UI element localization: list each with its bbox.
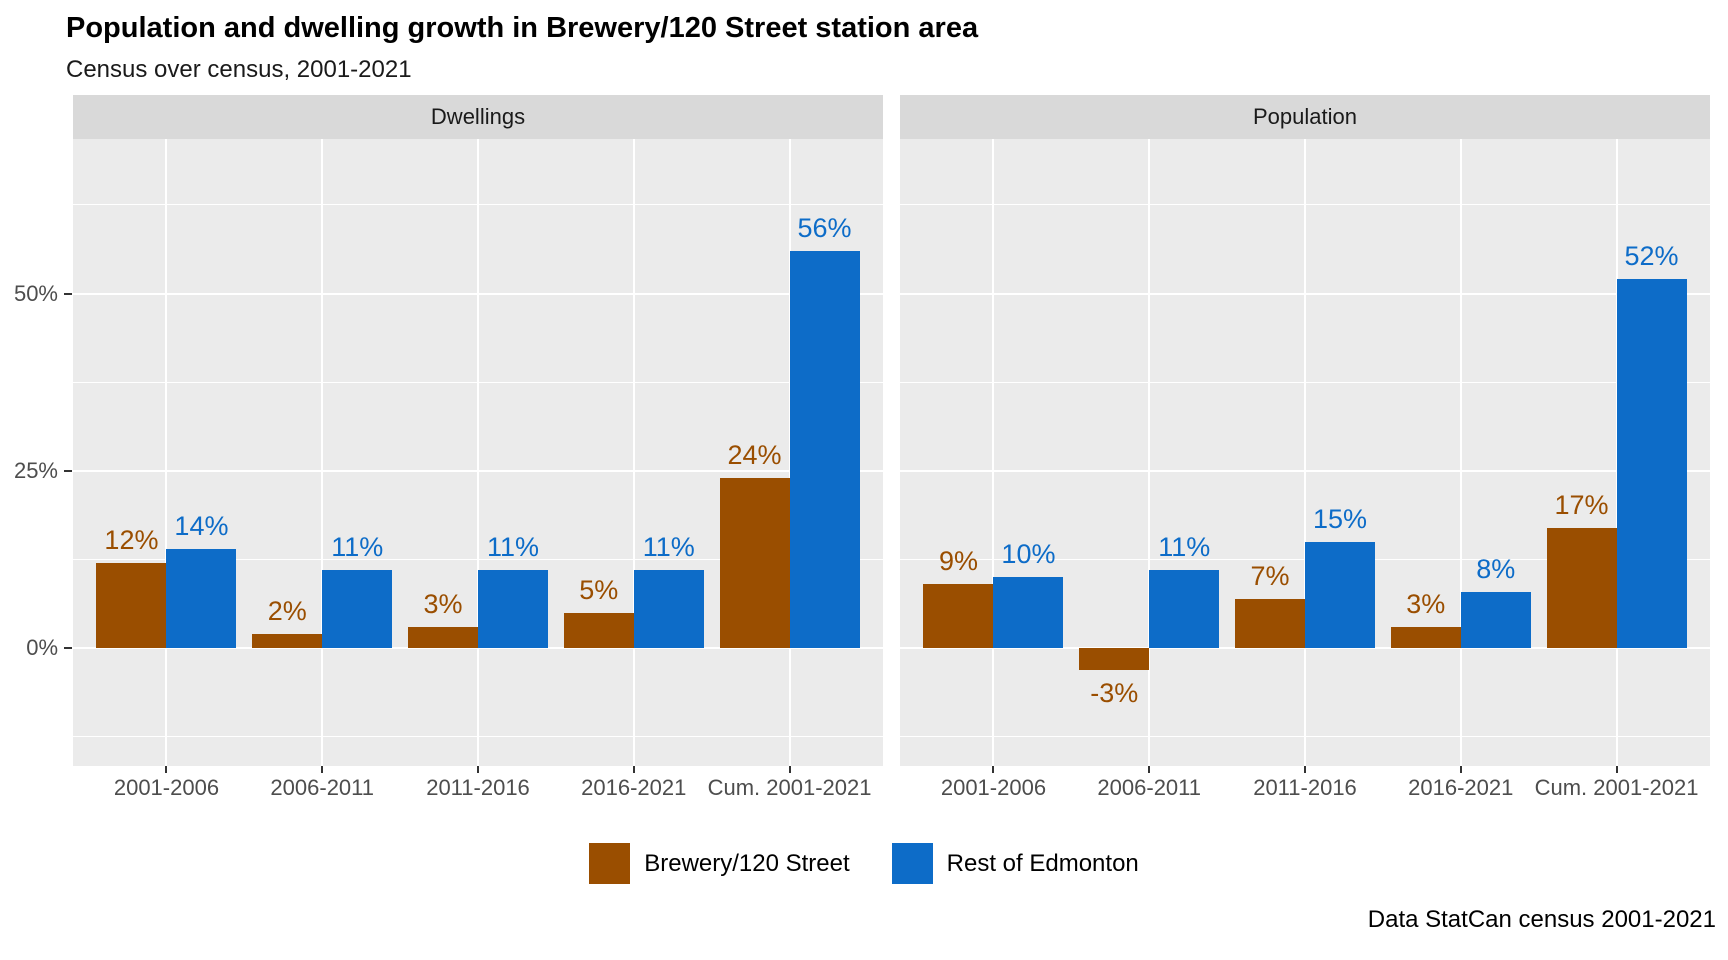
category-gridline xyxy=(632,139,635,766)
bar-brewery-2001-2006 xyxy=(923,584,994,649)
x-tick-label: 2016-2021 xyxy=(581,775,687,800)
bar-brewery-Cum. 2001-2021 xyxy=(719,478,790,649)
x-tick-label: 2006-2011 xyxy=(1097,775,1202,800)
legend-item: Rest of Edmonton xyxy=(891,843,1139,884)
bar-rest-2016-2021 xyxy=(633,570,704,649)
x-tick-mark xyxy=(632,766,635,773)
bar-rest-2011-2016 xyxy=(1305,541,1375,649)
bar-value-label: 9% xyxy=(938,546,978,577)
bar-brewery-2011-2016 xyxy=(408,626,478,649)
legend-key-swatch xyxy=(589,843,631,884)
bar-value-label: 12% xyxy=(104,525,159,556)
category-gridline xyxy=(1459,139,1462,766)
y-tick-mark xyxy=(64,469,72,472)
x-tick-mark xyxy=(477,766,479,773)
x-tick-mark xyxy=(321,766,324,773)
bar-value-label: 7% xyxy=(1250,560,1290,591)
x-tick-label: 2006-2011 xyxy=(270,775,375,800)
legend: Brewery/120 Street Rest of Edmonton xyxy=(0,843,1728,884)
bar-value-label: 11% xyxy=(331,532,384,563)
x-tick-mark xyxy=(1615,766,1618,773)
bar-brewery-2006-2011 xyxy=(252,634,323,649)
bar-value-label: 3% xyxy=(1406,588,1446,619)
bar-rest-2001-2006 xyxy=(993,577,1064,649)
bar-brewery-2006-2011 xyxy=(1079,648,1150,670)
bar-rest-2006-2011 xyxy=(322,570,393,649)
legend-label: Rest of Edmonton xyxy=(946,849,1139,877)
bar-rest-2016-2021 xyxy=(1460,591,1531,649)
bar-value-label: 5% xyxy=(579,574,619,605)
bar-rest-Cum. 2001-2021 xyxy=(789,251,860,649)
y-tick-label: 0% xyxy=(26,635,58,661)
y-tick-label: 50% xyxy=(13,280,58,306)
bar-value-label: -3% xyxy=(1090,677,1139,708)
x-tick-label: 2001-2006 xyxy=(113,775,220,800)
x-tick-mark xyxy=(1304,766,1306,773)
x-tick-label: 2016-2021 xyxy=(1408,775,1514,800)
bar-value-label: 2% xyxy=(267,596,307,627)
bar-brewery-2016-2021 xyxy=(1390,626,1461,649)
bar-value-label: 3% xyxy=(423,588,463,619)
bar-value-label: 17% xyxy=(1554,489,1609,520)
legend-item: Brewery/120 Street xyxy=(589,843,850,884)
bar-brewery-Cum. 2001-2021 xyxy=(1546,527,1617,649)
x-tick-mark xyxy=(1459,766,1462,773)
bar-rest-2001-2006 xyxy=(166,548,237,649)
x-tick-label: Cum. 2001-2021 xyxy=(1534,775,1699,800)
facet-strip-label: Dwellings xyxy=(430,104,526,129)
facet-strip-label: Population xyxy=(1253,104,1357,129)
legend-key-swatch xyxy=(891,843,933,884)
x-tick-mark xyxy=(165,766,168,773)
category-gridline xyxy=(992,139,995,766)
facet-strip-dwellings: Dwellings xyxy=(73,95,883,139)
legend-label: Brewery/120 Street xyxy=(644,849,850,877)
x-tick-label: 2001-2006 xyxy=(940,775,1047,800)
category-gridline xyxy=(165,139,168,766)
bar-value-label: 11% xyxy=(642,532,695,563)
y-tick-label: 25% xyxy=(13,457,58,483)
chart-caption: Data StatCan census 2001-2021 xyxy=(1367,906,1716,933)
x-tick-mark xyxy=(1148,766,1151,773)
x-tick-label: Cum. 2001-2021 xyxy=(707,775,872,800)
bar-value-label: 8% xyxy=(1476,553,1516,584)
bar-value-label: 11% xyxy=(486,532,540,563)
bar-value-label: 14% xyxy=(174,510,229,541)
category-gridline xyxy=(321,139,324,766)
bar-brewery-2016-2021 xyxy=(563,612,634,649)
category-gridline xyxy=(477,139,479,766)
bar-value-label: 56% xyxy=(797,213,852,244)
bar-brewery-2001-2006 xyxy=(96,563,167,649)
y-tick-mark xyxy=(64,647,72,650)
x-tick-label: 2011-2016 xyxy=(1253,775,1357,800)
x-tick-mark xyxy=(992,766,995,773)
chart-title: Population and dwelling growth in Brewer… xyxy=(66,12,979,44)
bar-value-label: 10% xyxy=(1001,539,1056,570)
x-tick-label: 2011-2016 xyxy=(426,775,530,800)
bar-rest-Cum. 2001-2021 xyxy=(1616,279,1687,649)
category-gridline xyxy=(1304,139,1306,766)
bar-value-label: 52% xyxy=(1624,241,1679,272)
bar-rest-2006-2011 xyxy=(1149,570,1220,649)
bar-rest-2011-2016 xyxy=(478,570,548,649)
bar-value-label: 11% xyxy=(1158,532,1211,563)
facet-panel-population: 9% -3% 7% 3% 17% 10% 11% 15% 8% 52% xyxy=(900,139,1710,766)
facet-strip-population: Population xyxy=(900,95,1710,139)
bar-value-label: 24% xyxy=(727,440,782,471)
x-tick-mark xyxy=(788,766,791,773)
category-gridline xyxy=(1148,139,1151,766)
y-tick-mark xyxy=(64,292,72,295)
chart-subtitle: Census over census, 2001-2021 xyxy=(66,56,412,83)
bar-brewery-2011-2016 xyxy=(1235,598,1305,649)
bar-value-label: 15% xyxy=(1312,503,1368,534)
facet-panel-dwellings: 12% 2% 3% 5% 24% 14% 11% 11% 11% 56% xyxy=(73,139,883,766)
